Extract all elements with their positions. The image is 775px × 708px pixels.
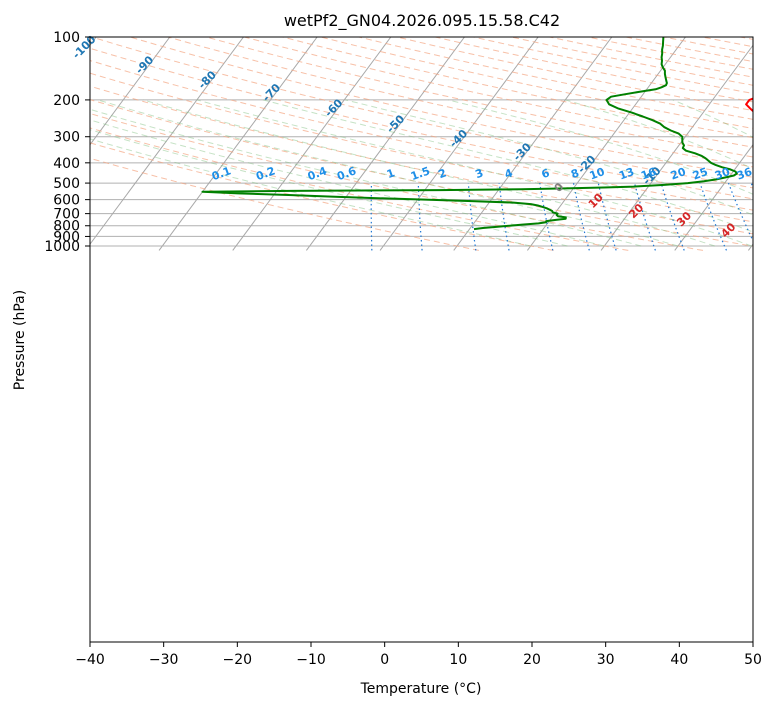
moist-adiabat-line [90,138,531,247]
mixing-ratio-line [572,182,590,251]
moist-adiabat-line [90,108,642,247]
mixing-ratio-label: 1 [385,166,397,181]
y-tick-label: 500 [53,176,80,192]
y-tick-label: 400 [53,156,80,172]
mixing-ratio-label: 36 [735,165,754,183]
dry-adiabat-line [244,37,753,148]
mixing-ratio-label: 6 [540,166,552,181]
dry-adiabat-line [90,72,753,223]
moist-adiabat-line [262,99,753,233]
dry-adiabat-line [282,37,753,139]
mixing-ratio-line [633,182,656,251]
mixing-ratio-label: 3 [473,166,485,181]
isotherm-line [379,37,539,251]
mixing-ratio-line [467,183,477,251]
isotherm-line [453,37,613,251]
mixing-ratio-label: 0.6 [335,164,358,183]
y-axis-label: Pressure (hPa) [12,290,28,390]
x-tick-label: 10 [449,652,467,668]
isotherm-line [158,37,318,251]
mixing-ratio-label: 1.5 [409,164,432,183]
isotherm-line [90,37,171,146]
moist-adiabat-line [345,99,753,216]
y-tick-label: 300 [53,130,80,146]
x-tick-label: 50 [744,652,762,668]
background-lines [90,37,753,251]
y-tick-label: 800 [53,219,80,235]
mixing-ratio-label: 20 [669,165,688,183]
mixing-ratio-label: 0.2 [254,164,277,183]
x-tick-label: −20 [223,652,253,668]
x-tick-label: −30 [149,652,179,668]
mixing-ratio-line [699,182,728,251]
y-tick-label: 600 [53,193,80,209]
dry-adiabat-line [129,37,753,178]
x-tick-label: 30 [597,652,615,668]
mixing-ratio-label: 10 [588,165,607,183]
dry-adiabat-line [90,47,753,200]
moist-adiabat-line [90,129,568,247]
dry-adiabat-line [90,85,753,235]
mixing-ratio-label: 8 [569,166,581,181]
x-tick-label: −40 [75,652,105,668]
moist-adiabat-line [97,99,679,247]
mixing-ratio-line [539,183,554,251]
mixing-ratio-label: 4 [503,166,515,181]
dewpoint-profile-line [201,37,738,231]
isotherm-line [526,37,686,251]
mixing-ratio-line [370,183,373,251]
y-tick-label: 900 [53,229,80,245]
chart-title: wetPf2_GN04.2026.095.15.58.C42 [284,11,560,31]
dry-adiabat-line [206,37,753,158]
dry-adiabat-line [90,127,629,251]
mixing-ratio-label: 0.1 [210,164,233,183]
plot-area [90,37,753,642]
mixing-ratio-line [597,182,617,251]
mixing-ratio-label: 25 [691,165,710,182]
dry-adiabat-line [90,60,753,211]
moist-adiabat-line [565,99,753,170]
y-tick-label: 200 [53,93,80,109]
mixing-ratio-label: 13 [617,165,636,182]
mixing-ratio-line [417,183,423,251]
mixing-ratio-line [660,182,685,251]
x-tick-label: 40 [670,652,688,668]
mixing-ratio-label: 16 [639,165,658,183]
y-tick-label: 700 [53,207,80,223]
dry-adiabat-line [90,157,479,251]
x-axis-label: Temperature (°C) [360,681,482,697]
plot-frame [89,36,754,643]
y-tick-label: 1000 [44,239,80,255]
x-axis-ticks: −40 −30 −20 −10 0 10 20 30 40 50 [75,642,762,668]
mixing-ratio-label: 30 [713,165,732,183]
x-tick-label: 0 [380,652,389,668]
x-tick-label: −10 [296,652,326,668]
profile-lines [201,37,753,231]
moist-adiabat-line [142,99,715,247]
mixing-ratio-label: 0.4 [306,164,329,183]
isotherm-line [674,143,753,251]
mixing-ratio-label: 2 [437,166,449,181]
moist-adiabat-line [447,99,753,195]
x-tick-label: 20 [523,652,541,668]
isotherm-line [232,37,392,251]
dry-adiabat-line [320,37,753,129]
mixing-ratio-line [498,183,510,251]
isotherm-line [305,37,465,251]
y-tick-label: 100 [53,30,80,46]
dry-adiabat-line [90,112,704,251]
moist-adiabat-line [196,99,752,247]
